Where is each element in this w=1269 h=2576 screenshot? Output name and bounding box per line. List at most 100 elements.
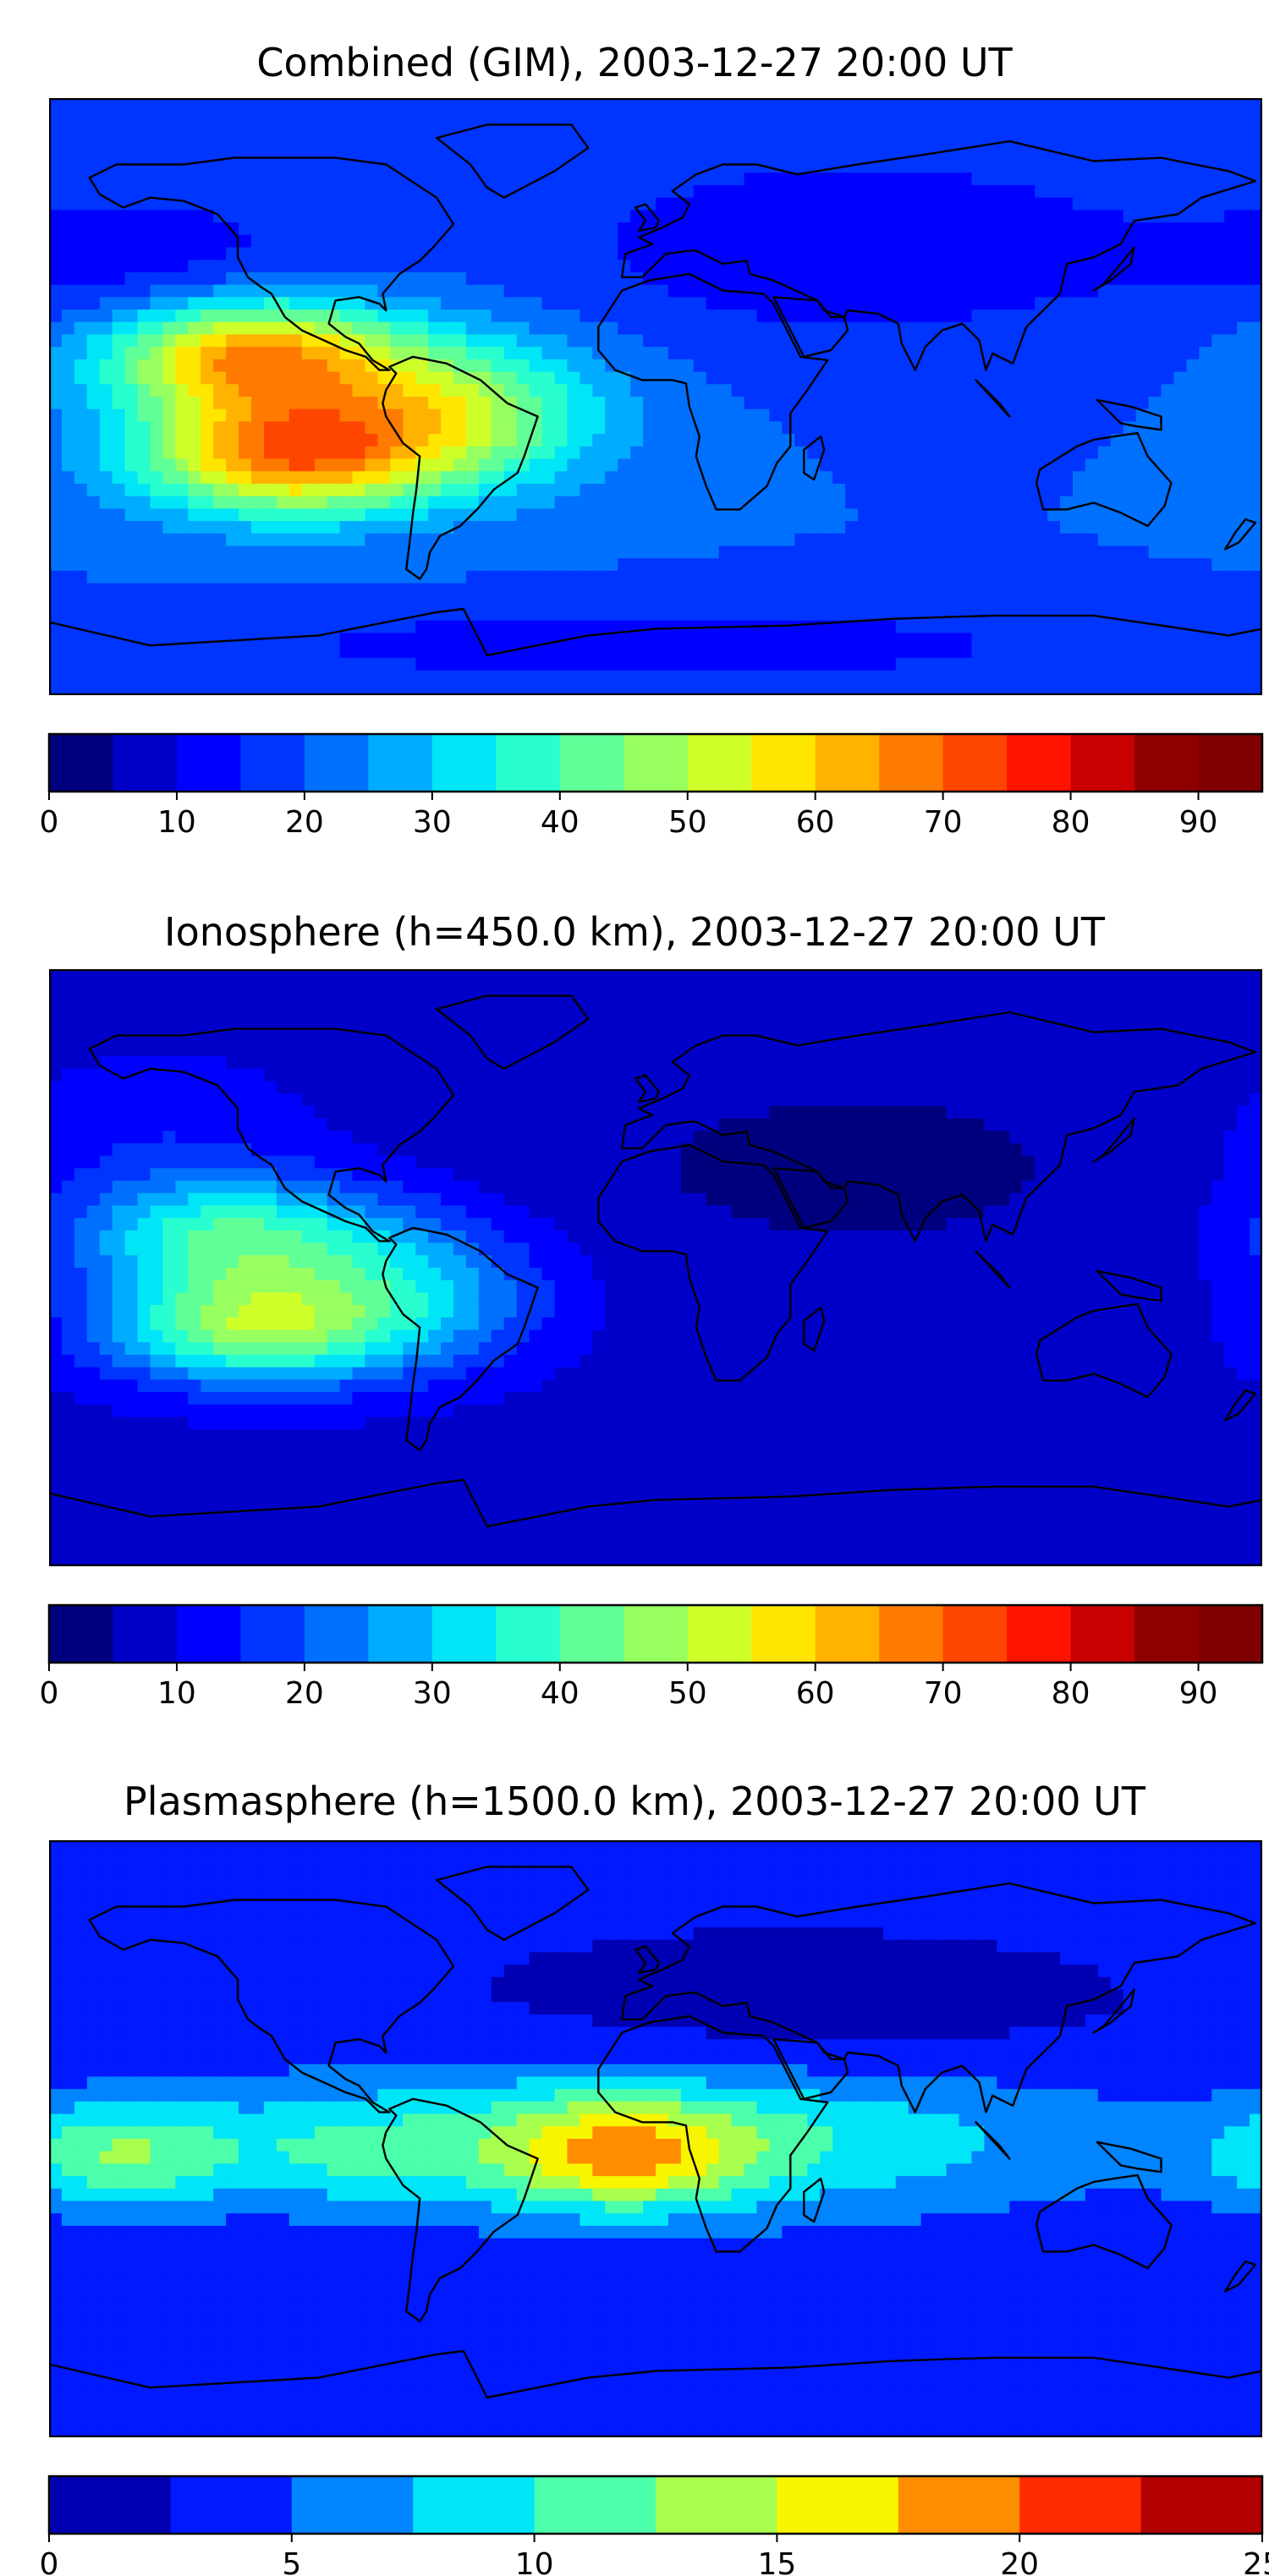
heatmap-cell xyxy=(883,285,897,298)
heatmap-cell xyxy=(315,508,328,521)
heatmap-cell xyxy=(162,645,176,658)
heatmap-cell xyxy=(289,459,303,472)
heatmap-cell xyxy=(921,285,935,298)
heatmap-cell xyxy=(100,384,113,397)
heatmap-cell xyxy=(542,272,556,285)
heatmap-cell xyxy=(403,322,416,335)
heatmap-cell xyxy=(1073,347,1086,359)
heatmap-cell xyxy=(87,1006,101,1019)
colorbar-segment xyxy=(879,734,943,792)
heatmap-cell xyxy=(428,285,442,298)
heatmap-cell xyxy=(605,235,618,248)
heatmap-cell xyxy=(1035,508,1048,521)
heatmap-cell xyxy=(239,584,252,596)
heatmap-cell xyxy=(883,135,897,148)
heatmap-cell xyxy=(479,584,492,596)
heatmap-cell xyxy=(984,111,997,123)
heatmap-cell xyxy=(757,135,771,148)
heatmap-cell xyxy=(213,434,227,447)
heatmap-cell xyxy=(74,148,88,161)
heatmap-cell xyxy=(1073,384,1086,397)
heatmap-cell xyxy=(162,471,176,484)
heatmap-cell xyxy=(580,98,593,111)
heatmap-cell xyxy=(668,994,682,1006)
heatmap-cell xyxy=(201,260,214,272)
heatmap-cell xyxy=(580,285,593,298)
heatmap-cell xyxy=(605,671,618,683)
heatmap-cell xyxy=(49,508,63,521)
heatmap-cell xyxy=(971,621,985,633)
heatmap-cell xyxy=(1237,434,1250,447)
heatmap-cell xyxy=(694,484,707,496)
heatmap-cell xyxy=(289,334,303,347)
heatmap-cell xyxy=(1009,608,1023,621)
heatmap-cell xyxy=(971,210,985,222)
heatmap-cell xyxy=(769,384,783,397)
heatmap-cell xyxy=(706,447,720,459)
heatmap-cell xyxy=(100,248,113,260)
heatmap-cell xyxy=(757,148,771,161)
heatmap-cell xyxy=(213,397,227,409)
heatmap-cell xyxy=(415,496,429,509)
heatmap-cell xyxy=(909,198,922,211)
heatmap-cell xyxy=(49,322,63,335)
heatmap-cell xyxy=(832,285,846,298)
heatmap-cell xyxy=(530,546,543,559)
heatmap-cell xyxy=(277,98,290,111)
heatmap-cell xyxy=(340,185,354,198)
heatmap-cell xyxy=(605,496,618,509)
heatmap-cell xyxy=(807,621,821,633)
heatmap-cell xyxy=(327,185,341,198)
heatmap-cell xyxy=(807,210,821,222)
heatmap-cell xyxy=(74,372,88,385)
heatmap-cell xyxy=(1073,397,1086,409)
heatmap-cell xyxy=(618,421,631,434)
heatmap-cell xyxy=(492,459,505,472)
heatmap-cell xyxy=(302,185,316,198)
heatmap-cell xyxy=(732,135,745,148)
heatmap-cell xyxy=(74,272,88,285)
heatmap-cell xyxy=(1173,633,1187,645)
heatmap-cell xyxy=(188,359,201,372)
heatmap-cell xyxy=(858,508,871,521)
heatmap-cell xyxy=(1047,98,1061,111)
heatmap-cell xyxy=(1060,671,1074,683)
heatmap-cell xyxy=(1224,135,1238,148)
heatmap-cell xyxy=(340,272,354,285)
heatmap-cell xyxy=(353,645,366,658)
heatmap-cell xyxy=(415,969,429,982)
heatmap-cell xyxy=(188,608,201,621)
heatmap-cell xyxy=(1224,384,1238,397)
heatmap-cell xyxy=(113,272,126,285)
heatmap-cell xyxy=(441,658,454,671)
heatmap-cell xyxy=(403,658,416,671)
heatmap-cell xyxy=(719,471,733,484)
heatmap-cell xyxy=(113,521,126,534)
heatmap-cell xyxy=(997,248,1010,260)
heatmap-cell xyxy=(1111,994,1124,1006)
heatmap-cell xyxy=(466,982,480,995)
heatmap-cell xyxy=(390,447,404,459)
heatmap-cell xyxy=(175,334,189,347)
heatmap-cell xyxy=(947,173,960,185)
heatmap-cell xyxy=(871,123,884,135)
heatmap-cell xyxy=(138,272,151,285)
heatmap-cell xyxy=(74,421,88,434)
heatmap-cell xyxy=(340,447,354,459)
heatmap-cell xyxy=(592,111,606,123)
heatmap-cell xyxy=(492,546,505,559)
heatmap-cell xyxy=(264,409,277,422)
heatmap-cell xyxy=(1211,671,1225,683)
heatmap-cell xyxy=(201,508,214,521)
heatmap-cell xyxy=(984,173,997,185)
heatmap-cell xyxy=(719,322,733,335)
heatmap-cell xyxy=(403,982,416,995)
heatmap-cell xyxy=(453,633,467,645)
heatmap-cell xyxy=(807,558,821,571)
heatmap-cell xyxy=(694,372,707,385)
heatmap-cell xyxy=(871,658,884,671)
heatmap-cell xyxy=(769,558,783,571)
heatmap-cell xyxy=(201,135,214,148)
heatmap-cell xyxy=(858,135,871,148)
heatmap-cell xyxy=(277,421,290,434)
